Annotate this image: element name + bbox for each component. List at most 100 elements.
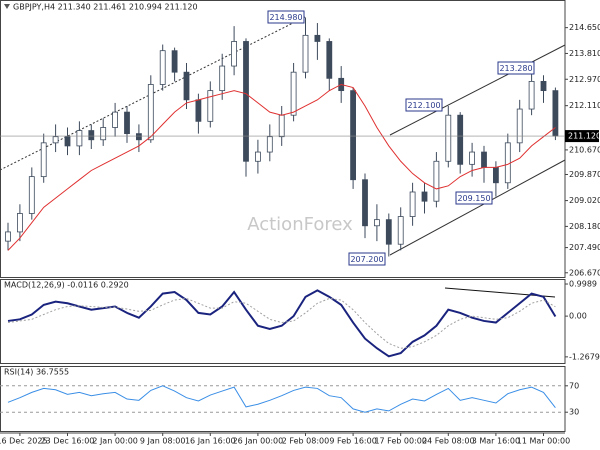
x-tick-label: 16 Dec 2025 bbox=[0, 437, 48, 446]
candle-body bbox=[397, 216, 404, 245]
x-tick-label: 9 Feb 16:00 bbox=[329, 437, 376, 446]
trend-line bbox=[0, 16, 306, 171]
x-tick-label: 9 Jan 08:00 bbox=[140, 437, 186, 446]
y-tick-label: 210.670 bbox=[569, 145, 600, 154]
watermark: ActionForex bbox=[247, 214, 353, 235]
candle-body bbox=[528, 81, 535, 110]
rsi-title: RSI(14) 36.7555 bbox=[4, 368, 69, 377]
candle-body bbox=[266, 136, 273, 153]
y-tick-label: 212.970 bbox=[569, 75, 600, 84]
y-tick-label: 213.810 bbox=[569, 49, 600, 58]
candle-body bbox=[52, 136, 59, 144]
y-tick-label: 0.9989 bbox=[569, 280, 597, 289]
candle-body bbox=[5, 231, 11, 242]
candle-body bbox=[28, 176, 35, 214]
annotation-box bbox=[405, 98, 443, 112]
candle-body bbox=[385, 219, 392, 245]
panel-frame bbox=[0, 279, 566, 364]
y-tick-label: -1.2679 bbox=[569, 352, 600, 361]
candle-body bbox=[540, 81, 547, 92]
candle-body bbox=[302, 34, 309, 73]
candle-body bbox=[112, 111, 118, 128]
annotation-box bbox=[267, 10, 305, 24]
x-tick-label: 2 Jan 00:00 bbox=[92, 437, 138, 446]
candle-body bbox=[409, 191, 416, 217]
series-line bbox=[7, 297, 556, 349]
x-tick-label: 2 Feb 08:00 bbox=[282, 437, 329, 446]
candle-body bbox=[88, 130, 95, 141]
candle-body bbox=[516, 108, 523, 144]
candle-body bbox=[433, 160, 440, 202]
y-tick-label: 212.110 bbox=[569, 101, 600, 110]
candle-body bbox=[254, 151, 261, 162]
candle-body bbox=[40, 142, 47, 178]
header-icon bbox=[4, 4, 10, 9]
candle-body bbox=[350, 90, 357, 181]
candle-body bbox=[76, 130, 83, 147]
candle-body bbox=[124, 111, 130, 135]
candle-body bbox=[159, 50, 166, 85]
candle-body bbox=[373, 219, 380, 227]
annotation: 212.100 bbox=[407, 101, 440, 110]
candle-body bbox=[207, 90, 214, 122]
y-tick-label: 30 bbox=[569, 408, 579, 417]
annotation-box bbox=[497, 61, 535, 75]
last-price-box bbox=[565, 130, 599, 143]
y-tick-label: 207.490 bbox=[569, 243, 600, 252]
candle-body bbox=[64, 136, 71, 147]
x-tick-label: 26 Jan 00:00 bbox=[233, 437, 284, 446]
candle-body bbox=[492, 167, 499, 184]
annotation: 209.150 bbox=[457, 194, 490, 203]
candle-body bbox=[231, 41, 238, 67]
candle-body bbox=[290, 71, 297, 116]
x-tick-label: 11 Mar 00:00 bbox=[517, 437, 570, 446]
x-tick-label: 3 Mar 16:00 bbox=[472, 437, 520, 446]
last-price-label: 211.120 bbox=[568, 132, 600, 141]
x-tick-label: 17 Feb 00:00 bbox=[374, 437, 426, 446]
panel-frame bbox=[0, 366, 566, 432]
candle-body bbox=[243, 41, 249, 162]
candle-body bbox=[457, 114, 464, 165]
x-tick-label: 23 Dec 16:00 bbox=[41, 437, 95, 446]
series-line bbox=[7, 83, 556, 251]
candle-body bbox=[445, 114, 452, 162]
y-tick-label: 208.180 bbox=[569, 222, 600, 231]
annotation-box bbox=[348, 252, 386, 266]
candle-body bbox=[314, 34, 321, 42]
annotation: 214.980 bbox=[269, 13, 302, 22]
channel-line bbox=[389, 44, 566, 136]
candle-body bbox=[219, 65, 226, 92]
candle-body bbox=[100, 127, 107, 141]
y-tick-label: 214.650 bbox=[569, 23, 600, 32]
y-tick-label: 209.870 bbox=[569, 170, 600, 179]
x-tick-label: 16 Jan 16:00 bbox=[185, 437, 236, 446]
candle-body bbox=[183, 71, 190, 101]
annotation: 213.280 bbox=[499, 64, 532, 73]
candle-body bbox=[16, 213, 23, 233]
macd-title: MACD(12,26,9) -0.0116 0.2920 bbox=[4, 281, 129, 290]
candle-body bbox=[147, 84, 154, 141]
annotation: 207.200 bbox=[350, 255, 383, 264]
candle-body bbox=[481, 151, 487, 168]
chart-title: GBPJPY,H4 211.340 211.461 210.994 211.12… bbox=[13, 3, 198, 12]
y-tick-label: 0.00 bbox=[569, 312, 587, 321]
x-tick-label: 24 Feb 08:00 bbox=[422, 437, 474, 446]
channel-line bbox=[389, 159, 566, 256]
y-tick-label: 206.670 bbox=[569, 268, 600, 277]
candle-body bbox=[504, 142, 511, 184]
y-tick-label: 209.020 bbox=[569, 196, 600, 205]
candle-body bbox=[135, 133, 142, 141]
candle-body bbox=[195, 99, 202, 122]
series-line bbox=[7, 289, 557, 358]
annotations: 214.980 212.100 213.280 209.150 207.200 bbox=[267, 10, 535, 266]
candle-body bbox=[171, 50, 178, 73]
candle-body bbox=[326, 41, 333, 79]
candle-body bbox=[421, 191, 428, 202]
y-tick-label: 70 bbox=[569, 381, 579, 390]
series-line bbox=[7, 385, 556, 413]
candle-body bbox=[469, 151, 476, 165]
candle-body bbox=[278, 114, 285, 138]
candle-body bbox=[362, 179, 368, 227]
